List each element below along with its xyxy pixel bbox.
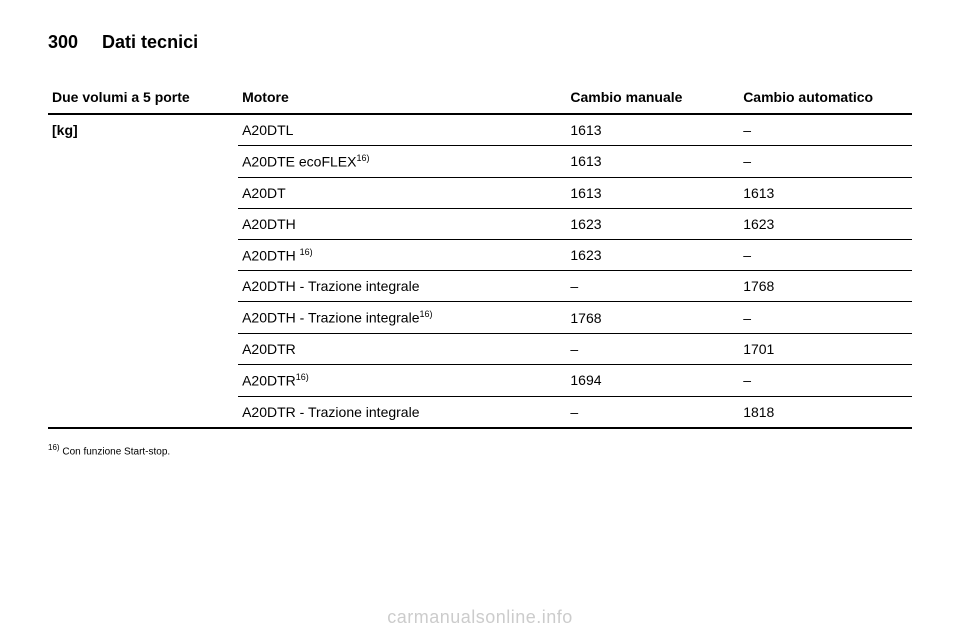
manual-cell: – bbox=[566, 333, 739, 364]
row-label-cell bbox=[48, 364, 238, 396]
page-title: Dati tecnici bbox=[102, 32, 198, 53]
engine-cell: A20DTE ecoFLEX16) bbox=[238, 146, 566, 178]
manual-cell: 1613 bbox=[566, 114, 739, 146]
engine-cell: A20DTL bbox=[238, 114, 566, 146]
page-number: 300 bbox=[48, 32, 78, 53]
table-row: A20DT16131613 bbox=[48, 177, 912, 208]
auto-cell: – bbox=[739, 146, 912, 178]
auto-cell: 1701 bbox=[739, 333, 912, 364]
table-row: A20DTR–1701 bbox=[48, 333, 912, 364]
col-header-label: Due volumi a 5 porte bbox=[48, 81, 238, 114]
manual-cell: 1623 bbox=[566, 239, 739, 271]
auto-cell: 1768 bbox=[739, 271, 912, 302]
engine-cell: A20DT bbox=[238, 177, 566, 208]
row-label-cell bbox=[48, 271, 238, 302]
auto-cell: – bbox=[739, 239, 912, 271]
auto-cell: – bbox=[739, 302, 912, 334]
table-row: A20DTH16231623 bbox=[48, 208, 912, 239]
engine-cell: A20DTR - Trazione integrale bbox=[238, 396, 566, 428]
spec-table: Due volumi a 5 porte Motore Cambio manua… bbox=[48, 81, 912, 429]
col-header-engine: Motore bbox=[238, 81, 566, 114]
row-label-cell bbox=[48, 396, 238, 428]
col-header-auto: Cambio automatico bbox=[739, 81, 912, 114]
table-row: A20DTH 16)1623– bbox=[48, 239, 912, 271]
row-label-cell bbox=[48, 239, 238, 271]
engine-cell: A20DTR16) bbox=[238, 364, 566, 396]
table-row: A20DTE ecoFLEX16)1613– bbox=[48, 146, 912, 178]
table-row: A20DTR - Trazione integrale–1818 bbox=[48, 396, 912, 428]
manual-cell: 1694 bbox=[566, 364, 739, 396]
manual-cell: 1613 bbox=[566, 177, 739, 208]
auto-cell: 1623 bbox=[739, 208, 912, 239]
manual-cell: – bbox=[566, 271, 739, 302]
auto-cell: – bbox=[739, 364, 912, 396]
engine-cell: A20DTH bbox=[238, 208, 566, 239]
footnote: 16) Con funzione Start-stop. bbox=[48, 443, 912, 457]
auto-cell: 1818 bbox=[739, 396, 912, 428]
auto-cell: 1613 bbox=[739, 177, 912, 208]
row-label-cell bbox=[48, 177, 238, 208]
manual-cell: 1623 bbox=[566, 208, 739, 239]
manual-cell: 1613 bbox=[566, 146, 739, 178]
table-row: A20DTR16)1694– bbox=[48, 364, 912, 396]
engine-cell: A20DTH 16) bbox=[238, 239, 566, 271]
row-label-cell bbox=[48, 208, 238, 239]
row-label-cell bbox=[48, 302, 238, 334]
manual-cell: 1768 bbox=[566, 302, 739, 334]
footnote-text: Con funzione Start-stop. bbox=[62, 446, 170, 457]
engine-cell: A20DTH - Trazione integrale16) bbox=[238, 302, 566, 334]
watermark: carmanualsonline.info bbox=[387, 607, 573, 628]
auto-cell: – bbox=[739, 114, 912, 146]
table-row: A20DTH - Trazione integrale16)1768– bbox=[48, 302, 912, 334]
manual-cell: – bbox=[566, 396, 739, 428]
row-label-cell: [kg] bbox=[48, 114, 238, 146]
engine-cell: A20DTH - Trazione integrale bbox=[238, 271, 566, 302]
engine-cell: A20DTR bbox=[238, 333, 566, 364]
table-row: A20DTH - Trazione integrale–1768 bbox=[48, 271, 912, 302]
footnote-marker: 16) bbox=[48, 443, 60, 452]
row-label-cell bbox=[48, 333, 238, 364]
table-row: [kg]A20DTL1613– bbox=[48, 114, 912, 146]
col-header-manual: Cambio manuale bbox=[566, 81, 739, 114]
row-label-cell bbox=[48, 146, 238, 178]
